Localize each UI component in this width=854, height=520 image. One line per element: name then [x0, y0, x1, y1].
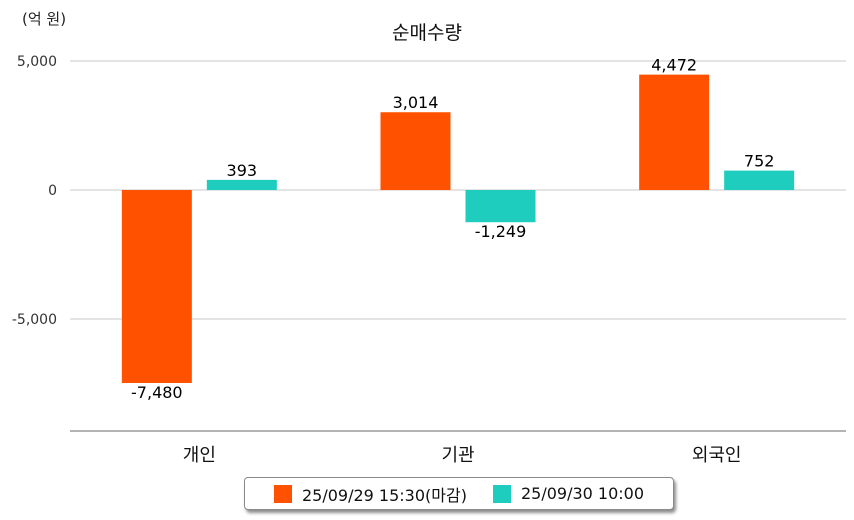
data-label: 393 — [227, 161, 258, 180]
data-label: -7,480 — [131, 383, 183, 402]
data-label: 752 — [744, 152, 775, 171]
bar — [465, 190, 536, 223]
data-label: 3,014 — [393, 93, 439, 112]
legend: 25/09/29 15:30(마감) 25/09/30 10:00 — [244, 477, 674, 510]
legend-item-series-2[interactable]: 25/09/30 10:00 — [492, 484, 645, 503]
legend-swatch-series-2 — [492, 484, 511, 503]
x-tick-label: 외국인 — [692, 445, 742, 466]
bar — [206, 179, 277, 190]
bar-chart: 5,000 0 -5,000 개인 -7,480 393 기관 3,014 -1,249 외국인 4… — [12, 54, 846, 466]
x-tick-label: 기관 — [441, 445, 474, 466]
chart-title: 순매수량 — [392, 22, 462, 44]
bar — [121, 190, 192, 383]
bar — [380, 112, 451, 190]
y-tick-label: 5,000 — [17, 54, 57, 70]
y-tick-label: -5,000 — [12, 312, 57, 328]
bar — [639, 74, 710, 190]
legend-swatch-series-1 — [273, 484, 292, 503]
bar — [724, 170, 795, 190]
data-label: 4,472 — [651, 56, 697, 75]
x-tick-label: 개인 — [183, 445, 216, 466]
legend-item-series-1[interactable]: 25/09/29 15:30(마감) — [273, 482, 467, 506]
legend-label-series-2: 25/09/30 10:00 — [520, 484, 645, 503]
unit-label: (억 원) — [22, 10, 67, 28]
y-tick-label: 0 — [48, 183, 57, 199]
data-label: -1,249 — [475, 222, 527, 241]
legend-label-series-1: 25/09/29 15:30(마감) — [301, 485, 467, 505]
